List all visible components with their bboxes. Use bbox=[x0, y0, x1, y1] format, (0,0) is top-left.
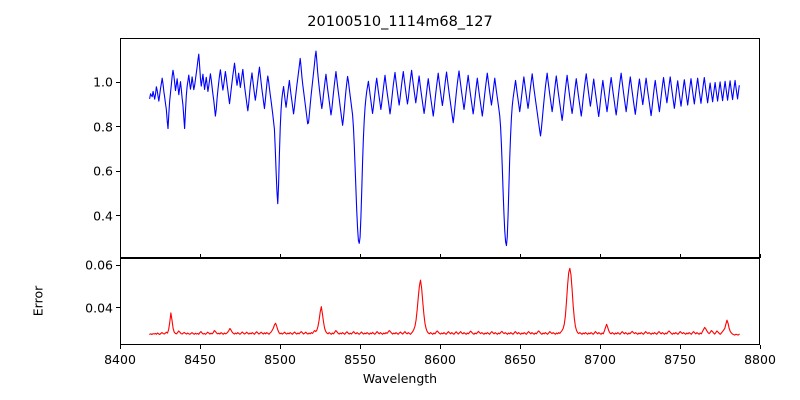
x-tick-label: 8400 bbox=[104, 352, 136, 367]
error-ytick-mark bbox=[116, 307, 120, 309]
x-tick-mark bbox=[519, 345, 521, 349]
x-tick-mark bbox=[199, 345, 201, 349]
spectrum-x-tick-mark bbox=[519, 254, 521, 258]
spectrum-ytick-mark bbox=[116, 170, 120, 172]
page-title: 20100510_1114m68_127 bbox=[307, 14, 493, 30]
x-tick-mark bbox=[359, 345, 361, 349]
spectrum-ytick-label: 0.6 bbox=[93, 163, 113, 179]
spectrum-x-tick-mark bbox=[599, 254, 601, 258]
spectrum-x-tick-mark bbox=[359, 254, 361, 258]
x-tick-label: 8450 bbox=[184, 352, 216, 367]
spectrum-ytick-label: 0.4 bbox=[93, 208, 113, 224]
x-tick-mark bbox=[679, 345, 681, 349]
x-tick-label: 8750 bbox=[664, 352, 696, 367]
error-series-line bbox=[150, 268, 740, 335]
spectrum-ytick-mark bbox=[116, 215, 120, 217]
error-plot-area bbox=[121, 259, 759, 344]
x-tick-mark bbox=[279, 345, 281, 349]
spectrum-series-line bbox=[150, 51, 740, 245]
error-axis-label: Error bbox=[30, 285, 46, 317]
x-tick-label: 8550 bbox=[344, 352, 376, 367]
spectrum-ytick-label: 1.0 bbox=[93, 74, 113, 90]
error-ytick-label: 0.06 bbox=[85, 257, 113, 273]
x-tick-mark bbox=[599, 345, 601, 349]
x-axis-label: Wavelength bbox=[362, 371, 438, 386]
spectrum-x-tick-mark bbox=[759, 254, 761, 258]
x-tick-mark bbox=[759, 345, 761, 349]
x-tick-label: 8500 bbox=[264, 352, 296, 367]
x-tick-mark bbox=[439, 345, 441, 349]
spectrum-x-tick-mark bbox=[439, 254, 441, 258]
x-tick-label: 8600 bbox=[424, 352, 456, 367]
error-panel bbox=[120, 258, 760, 345]
spectrum-x-tick-mark bbox=[199, 254, 201, 258]
error-ytick-mark bbox=[116, 264, 120, 267]
x-tick-label: 8650 bbox=[504, 352, 536, 367]
spectrum-plot-area bbox=[121, 39, 759, 257]
error-ytick-label: 0.04 bbox=[85, 300, 113, 316]
spectrum-ytick-mark bbox=[116, 126, 120, 128]
spectrum-ytick-mark bbox=[116, 81, 120, 84]
spectrum-x-tick-mark bbox=[119, 254, 121, 258]
x-tick-label: 8700 bbox=[584, 352, 616, 367]
spectrum-panel bbox=[120, 38, 760, 258]
spectrum-ytick-label: 0.8 bbox=[93, 119, 113, 135]
spectrum-x-tick-mark bbox=[279, 254, 281, 258]
spectrum-x-tick-mark bbox=[679, 254, 681, 258]
x-tick-label: 8800 bbox=[744, 352, 776, 367]
x-tick-mark bbox=[119, 345, 121, 349]
